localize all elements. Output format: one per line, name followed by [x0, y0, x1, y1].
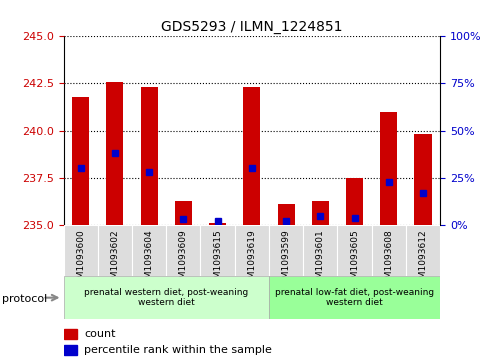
Text: prenatal western diet, post-weaning
western diet: prenatal western diet, post-weaning west…: [84, 288, 248, 307]
Bar: [175, 200, 192, 225]
Bar: [106, 82, 123, 225]
Bar: [98, 225, 132, 276]
Bar: [141, 87, 157, 225]
Bar: [303, 225, 337, 276]
Text: percentile rank within the sample: percentile rank within the sample: [84, 345, 272, 355]
Bar: [72, 97, 89, 225]
Bar: [337, 225, 371, 276]
Bar: [63, 225, 98, 276]
Bar: [311, 200, 328, 225]
Text: GSM1093619: GSM1093619: [247, 229, 256, 290]
Bar: [132, 225, 166, 276]
Bar: [243, 87, 260, 225]
Bar: [414, 134, 430, 225]
Text: GSM1093608: GSM1093608: [384, 229, 392, 290]
Bar: [234, 225, 268, 276]
Text: prenatal low-fat diet, post-weaning
western diet: prenatal low-fat diet, post-weaning west…: [274, 288, 433, 307]
Text: GSM1093602: GSM1093602: [110, 229, 119, 290]
Text: GSM1093609: GSM1093609: [179, 229, 187, 290]
Text: GSM1093599: GSM1093599: [281, 229, 290, 290]
Text: GSM1093600: GSM1093600: [76, 229, 85, 290]
Text: protocol: protocol: [2, 294, 48, 305]
Bar: [277, 204, 294, 225]
Bar: [268, 276, 439, 319]
Bar: [380, 112, 397, 225]
Text: count: count: [84, 329, 116, 339]
Bar: [63, 345, 77, 355]
Bar: [371, 225, 405, 276]
Text: GSM1093615: GSM1093615: [213, 229, 222, 290]
Text: GSM1093604: GSM1093604: [144, 229, 153, 290]
Bar: [63, 276, 268, 319]
Bar: [405, 225, 439, 276]
Text: GSM1093605: GSM1093605: [349, 229, 358, 290]
Text: GSM1093612: GSM1093612: [418, 229, 427, 290]
Text: GSM1093601: GSM1093601: [315, 229, 324, 290]
Bar: [166, 225, 200, 276]
Bar: [208, 223, 225, 225]
Title: GDS5293 / ILMN_1224851: GDS5293 / ILMN_1224851: [161, 20, 342, 34]
Bar: [346, 178, 362, 225]
Bar: [268, 225, 303, 276]
Bar: [200, 225, 234, 276]
Bar: [63, 330, 77, 339]
